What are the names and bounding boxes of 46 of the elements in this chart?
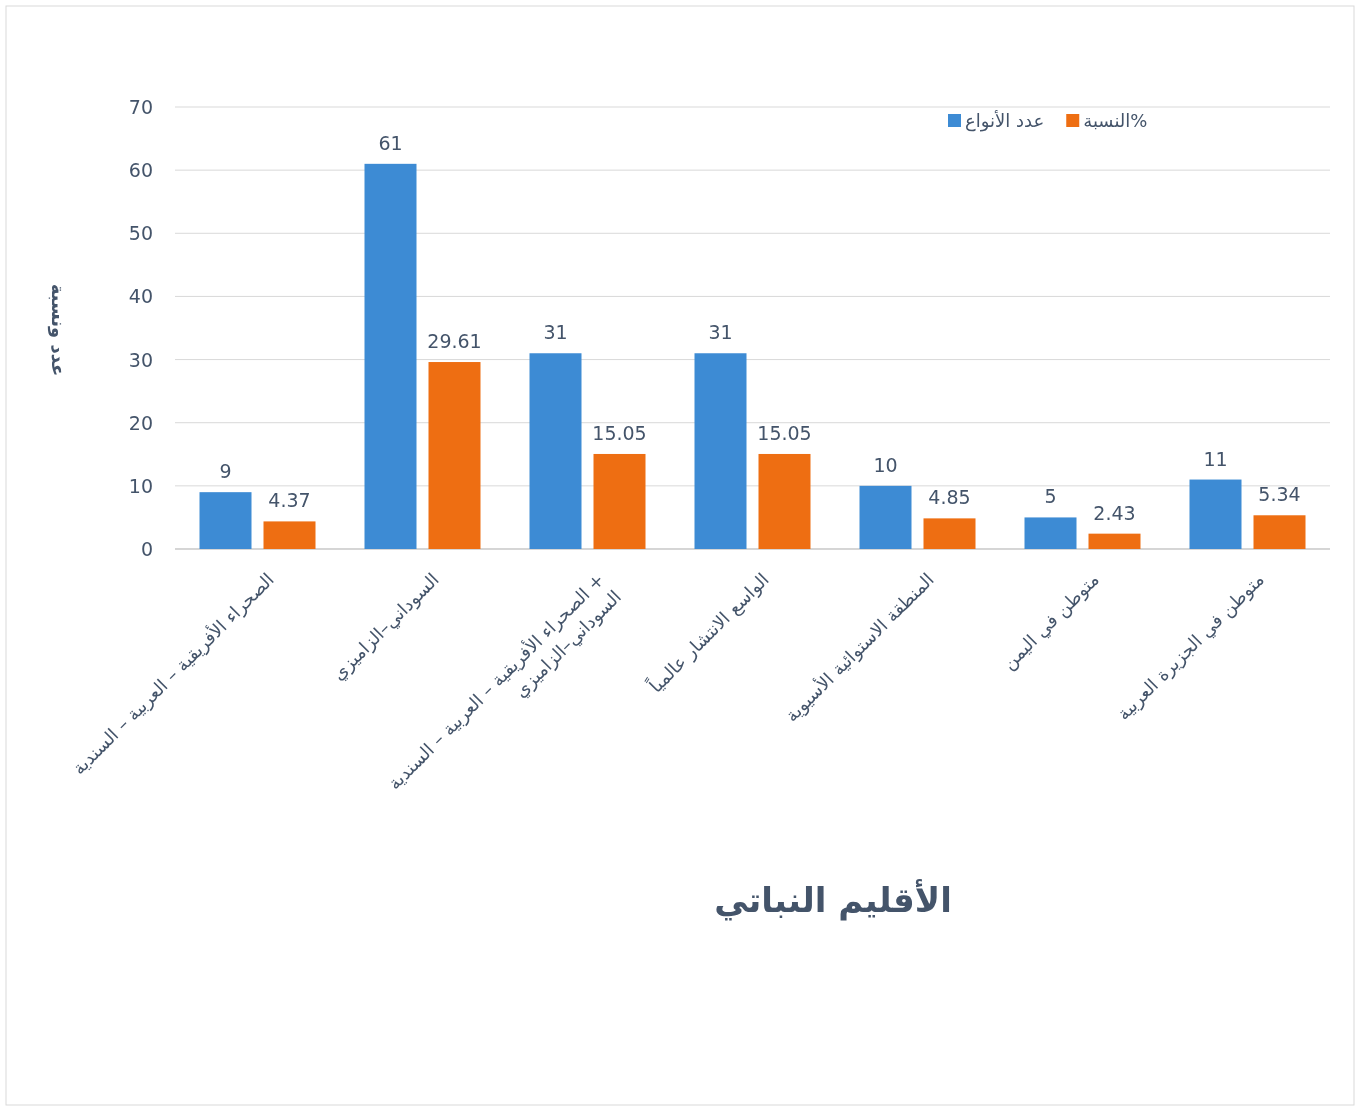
- x-tick-label: المنطقة الاستوائية الأسيوية: [780, 568, 939, 727]
- bar: [1088, 533, 1141, 549]
- y-tick-label: 30: [128, 348, 153, 371]
- data-label: 4.85: [928, 486, 971, 509]
- y-tick-label: 10: [128, 474, 153, 497]
- bar: [1189, 479, 1242, 549]
- bar: [859, 485, 912, 549]
- data-label: 61: [378, 131, 403, 154]
- x-tick-label: متوطن في اليمن: [997, 568, 1104, 675]
- bar: [593, 453, 646, 549]
- x-axis-title: الأقليم النباتي: [714, 879, 952, 921]
- y-tick-label: 40: [128, 285, 153, 308]
- x-tick-label: الصحراء الأفريقية – العربية – السندية: [67, 568, 279, 780]
- data-label: 4.37: [268, 489, 311, 512]
- data-label: 29.61: [427, 330, 482, 353]
- bar: [923, 518, 976, 549]
- bar: [1253, 515, 1306, 549]
- data-label: 31: [708, 321, 733, 344]
- y-tick-label: 70: [128, 96, 153, 118]
- legend-label: النسبة%: [1083, 110, 1148, 131]
- bar: [364, 163, 417, 549]
- y-tick-label: 20: [128, 411, 153, 434]
- data-label: 2.43: [1093, 501, 1136, 524]
- data-label: 10: [873, 453, 898, 476]
- bar: [758, 453, 811, 549]
- data-label: 9: [219, 460, 232, 483]
- data-label: 15.05: [757, 421, 812, 444]
- data-label: 5.34: [1258, 483, 1301, 506]
- bar: [263, 521, 316, 549]
- bar: [1024, 517, 1077, 549]
- x-tick-label: الواسع الانتشار عالمياً: [642, 567, 774, 698]
- x-tick-label: السوداني–الزاميزي: [327, 568, 444, 685]
- data-label: 31: [543, 321, 568, 344]
- data-label: 5: [1044, 485, 1057, 508]
- bar: [694, 353, 747, 549]
- bar: [428, 362, 481, 549]
- x-tick-label: متوطن في الجزيرة العربية: [1112, 568, 1269, 725]
- legend-label: عدد الأنواع: [965, 110, 1045, 132]
- y-tick-label: 0: [140, 538, 153, 560]
- bar: [529, 353, 582, 549]
- y-axis-title: عدد ونسبة: [47, 283, 69, 377]
- y-tick-label: 50: [128, 222, 153, 245]
- data-label: 11: [1203, 447, 1228, 470]
- data-label: 15.05: [592, 421, 647, 444]
- y-tick-label: 60: [128, 159, 153, 182]
- bar: [199, 492, 252, 549]
